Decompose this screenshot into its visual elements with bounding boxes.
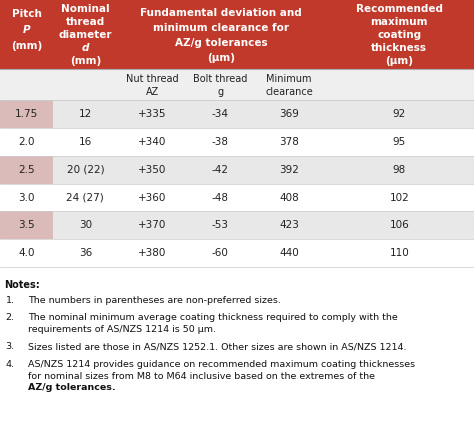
Text: g: g [218,87,223,97]
Text: (mm): (mm) [11,41,42,51]
Text: 4.: 4. [6,360,15,369]
Text: 440: 440 [279,248,299,258]
Text: maximum: maximum [371,17,428,27]
Text: -60: -60 [212,248,229,258]
Text: 12: 12 [79,109,92,119]
Text: Recommended: Recommended [356,4,443,14]
Text: -38: -38 [212,137,229,147]
Text: 20 (22): 20 (22) [66,165,104,175]
Text: -34: -34 [212,109,229,119]
Text: for nominal sizes from M8 to M64 inclusive based on the extremes of the: for nominal sizes from M8 to M64 inclusi… [28,372,375,380]
Text: Fundamental deviation and: Fundamental deviation and [140,8,302,18]
Text: d: d [82,43,89,53]
Text: 1.: 1. [6,296,15,305]
Bar [0,156,53,184]
Text: AZ/g tolerances: AZ/g tolerances [175,38,267,48]
Text: 36: 36 [79,248,92,258]
Text: +340: +340 [138,137,166,147]
Bar [0,211,474,239]
Text: 24 (27): 24 (27) [66,193,104,202]
Text: +370: +370 [138,220,166,230]
Text: Bolt thread: Bolt thread [193,74,247,83]
Text: The numbers in parentheses are non-preferred sizes.: The numbers in parentheses are non-prefe… [28,296,281,305]
Text: 2.5: 2.5 [18,165,35,175]
Text: (μm): (μm) [207,53,235,62]
Text: AZ: AZ [146,87,159,97]
Text: +350: +350 [138,165,166,175]
Text: 1.75: 1.75 [15,109,38,119]
Text: diameter: diameter [59,30,112,40]
Text: The nominal minimum average coating thickness required to comply with the: The nominal minimum average coating thic… [28,313,398,322]
Text: 106: 106 [390,220,409,230]
Text: 110: 110 [390,248,409,258]
Text: 102: 102 [390,193,409,202]
Text: coating: coating [377,30,421,40]
Text: 423: 423 [279,220,299,230]
Text: 95: 95 [393,137,406,147]
Text: Sizes listed are those in AS/NZS 1252.1. Other sizes are shown in AS/NZS 1214.: Sizes listed are those in AS/NZS 1252.1.… [28,342,407,351]
Bar [0,69,474,100]
Text: 30: 30 [79,220,92,230]
Text: clearance: clearance [265,87,313,97]
Text: 392: 392 [279,165,299,175]
Text: 98: 98 [393,165,406,175]
Text: AS/NZS 1214 provides guidance on recommended maximum coating thicknesses: AS/NZS 1214 provides guidance on recomme… [28,360,416,369]
Bar [0,211,53,239]
Text: 378: 378 [279,137,299,147]
Bar [0,128,474,156]
Text: requirements of AS/NZS 1214 is 50 μm.: requirements of AS/NZS 1214 is 50 μm. [28,325,217,334]
Bar [0,100,474,128]
Bar [0,100,53,128]
Text: (μm): (μm) [385,56,413,65]
Bar [0,184,474,211]
Text: +380: +380 [138,248,166,258]
Text: Minimum: Minimum [266,74,312,83]
Text: 369: 369 [279,109,299,119]
Bar [0,0,474,69]
Text: P: P [23,25,30,35]
Text: 3.: 3. [6,342,15,351]
Text: 4.0: 4.0 [18,248,35,258]
Text: +360: +360 [138,193,166,202]
Text: +335: +335 [138,109,167,119]
Text: 408: 408 [279,193,299,202]
Text: 2.: 2. [6,313,15,322]
Text: thread: thread [66,17,105,27]
Text: Nut thread: Nut thread [126,74,179,83]
Text: -42: -42 [212,165,229,175]
Text: Notes:: Notes: [4,280,39,290]
Text: Nominal: Nominal [61,4,109,14]
Text: -53: -53 [212,220,229,230]
Bar [0,239,474,267]
Text: Pitch: Pitch [11,9,42,18]
Text: -48: -48 [212,193,229,202]
Text: 92: 92 [393,109,406,119]
Text: thickness: thickness [371,43,428,53]
Text: 16: 16 [79,137,92,147]
Bar [0,156,474,184]
Text: 3.5: 3.5 [18,220,35,230]
Text: minimum clearance for: minimum clearance for [153,23,289,33]
Text: 3.0: 3.0 [18,193,35,202]
Text: AZ/g tolerances.: AZ/g tolerances. [28,383,116,392]
Text: (mm): (mm) [70,56,101,65]
Text: 2.0: 2.0 [18,137,35,147]
